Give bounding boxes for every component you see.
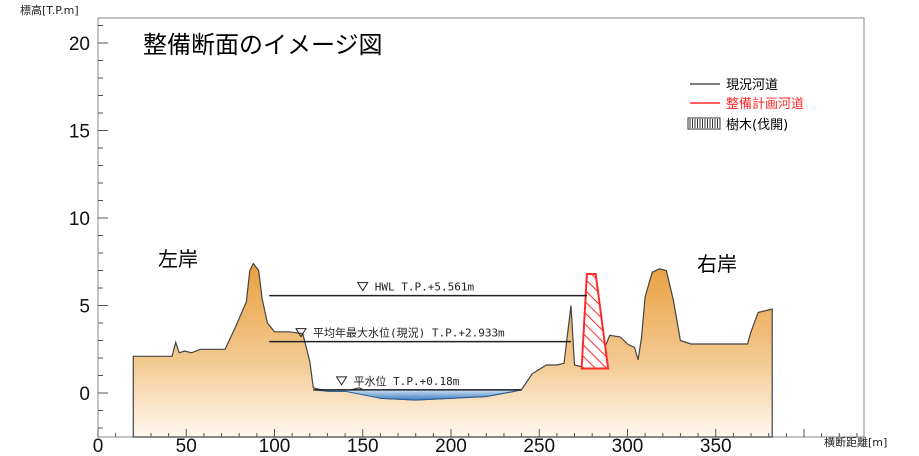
water-level-label-normal: 平水位 T.P.+0.18m: [354, 374, 460, 388]
x-tick-label: 250: [523, 436, 555, 456]
y-axis-label: 標高[T.P.m]: [20, 3, 79, 17]
x-tick-label: 350: [700, 436, 732, 456]
diagram-title: 整備断面のイメージ図: [143, 31, 383, 59]
y-tick-label: 15: [69, 122, 90, 143]
legend: 現況河道 整備計画河道 樹木(伐開): [687, 78, 804, 133]
water-level-label-mean-annual-max: 平均年最大水位(現況) T.P.+2.933m: [313, 326, 505, 340]
legend-existing-label: 現況河道: [726, 78, 778, 93]
x-tick-label: 300: [612, 436, 644, 456]
water-level-label-hwl: HWL T.P.+5.561m: [375, 281, 475, 294]
y-tick-label: 5: [79, 297, 90, 318]
water-level-marker-hwl: [356, 282, 369, 292]
x-tick-label: 50: [176, 436, 197, 456]
left-bank-label: 左岸: [158, 247, 198, 271]
water-level-lines: HWL T.P.+5.561m 平均年最大水位(現況) T.P.+2.933m 平水…: [269, 281, 587, 391]
legend-planned-label: 整備計画河道: [726, 96, 804, 112]
legend-trees-label: 樹木(伐開): [726, 118, 788, 133]
y-tick-label: 10: [69, 209, 90, 230]
water-level-marker-normal: [335, 376, 348, 386]
legend-trees-swatch: [687, 117, 721, 130]
x-tick-label: 200: [435, 436, 467, 456]
x-tick-label: 0: [93, 436, 104, 456]
planned-channel-section: [580, 273, 610, 370]
legend-trees-hatch: [689, 119, 718, 128]
x-axis-label: 横断距離[m]: [824, 435, 887, 449]
right-bank-label: 右岸: [697, 252, 737, 276]
y-tick-label: 0: [79, 384, 90, 405]
x-tick-label: 100: [259, 436, 291, 456]
water-level-marker-mean-annual-max: [295, 328, 307, 338]
y-tick-label: 20: [69, 34, 90, 55]
axes: 0 50 100 150 200 250 300 350 0 5 10 15 20: [69, 25, 858, 456]
x-tick-label: 150: [347, 436, 379, 456]
